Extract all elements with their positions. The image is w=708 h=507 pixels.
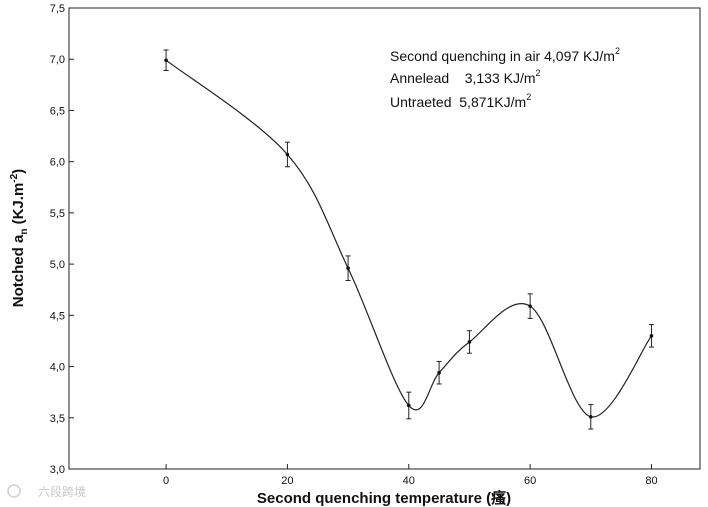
x-tick-label: 0: [163, 475, 169, 487]
data-point: [588, 414, 593, 419]
y-axis-label-sub: n: [19, 229, 30, 235]
y-axis-ticks: 3,0 3,5 4,0 4,5 5,0 5,5 6,0 6,5 7,0 7,5: [50, 3, 74, 476]
data-point: [346, 266, 350, 271]
data-point: [406, 403, 411, 408]
y-tick-label: 6,0: [50, 157, 65, 169]
data-point: [437, 370, 441, 375]
data-point: [528, 304, 532, 308]
y-axis-label-unit-exponent: -2: [9, 173, 20, 182]
y-tick-label: 4,5: [50, 310, 65, 322]
plot-frame: [68, 7, 701, 470]
data-point: [649, 334, 654, 338]
data-point: [467, 340, 472, 344]
x-tick-label: 60: [524, 475, 536, 487]
y-tick-label: 5,0: [50, 259, 65, 271]
watermark-text: 六段跨境: [38, 484, 86, 499]
legend: Second quenching in air 4,097 KJ/m2 Anne…: [390, 46, 620, 110]
legend-entry-exponent: 2: [615, 46, 620, 56]
x-axis-ticks: 0 20 40 60 80: [163, 464, 658, 487]
x-tick-label: 80: [645, 475, 657, 487]
legend-entry-text: Second quenching in air 4,097 KJ/m: [390, 48, 615, 64]
data-point: [285, 152, 290, 157]
legend-entry: Annelead 3,133 KJ/m2: [390, 68, 541, 86]
legend-entry-text: Annelead 3,133 KJ/m: [390, 70, 536, 86]
y-tick-label: 3,5: [50, 413, 65, 425]
watermark: 六段跨境: [7, 484, 86, 499]
y-axis-label-unit-close: ): [10, 169, 27, 174]
y-tick-label: 4,0: [50, 362, 65, 374]
y-tick-label: 5,5: [50, 208, 65, 220]
series-curve: [165, 59, 652, 418]
legend-entry: Untraeted 5,871KJ/m2: [390, 92, 531, 110]
x-tick-label: 40: [403, 475, 415, 487]
data-point: [164, 58, 168, 63]
watermark-logo-icon: [7, 484, 21, 498]
legend-entry-exponent: 2: [536, 68, 541, 78]
legend-entry-exponent: 2: [526, 92, 531, 102]
series-line: [165, 59, 652, 418]
y-axis-label-unit: (KJ.m: [10, 183, 27, 229]
x-tick-label: 20: [281, 475, 293, 487]
legend-entry-text: Untraeted 5,871KJ/m: [390, 94, 526, 110]
y-tick-label: 3,0: [50, 464, 65, 476]
y-tick-label: 6,5: [50, 105, 65, 117]
y-tick-label: 7,0: [50, 54, 65, 66]
data-points: [163, 49, 654, 430]
y-axis-label: Notched an (KJ.m-2): [9, 169, 30, 307]
legend-entry: Second quenching in air 4,097 KJ/m2: [390, 46, 620, 64]
y-axis-label-main: Notched a: [10, 234, 27, 307]
x-axis-label: Second quenching temperature (瘙): [257, 489, 511, 507]
y-tick-label: 7,5: [50, 3, 65, 15]
